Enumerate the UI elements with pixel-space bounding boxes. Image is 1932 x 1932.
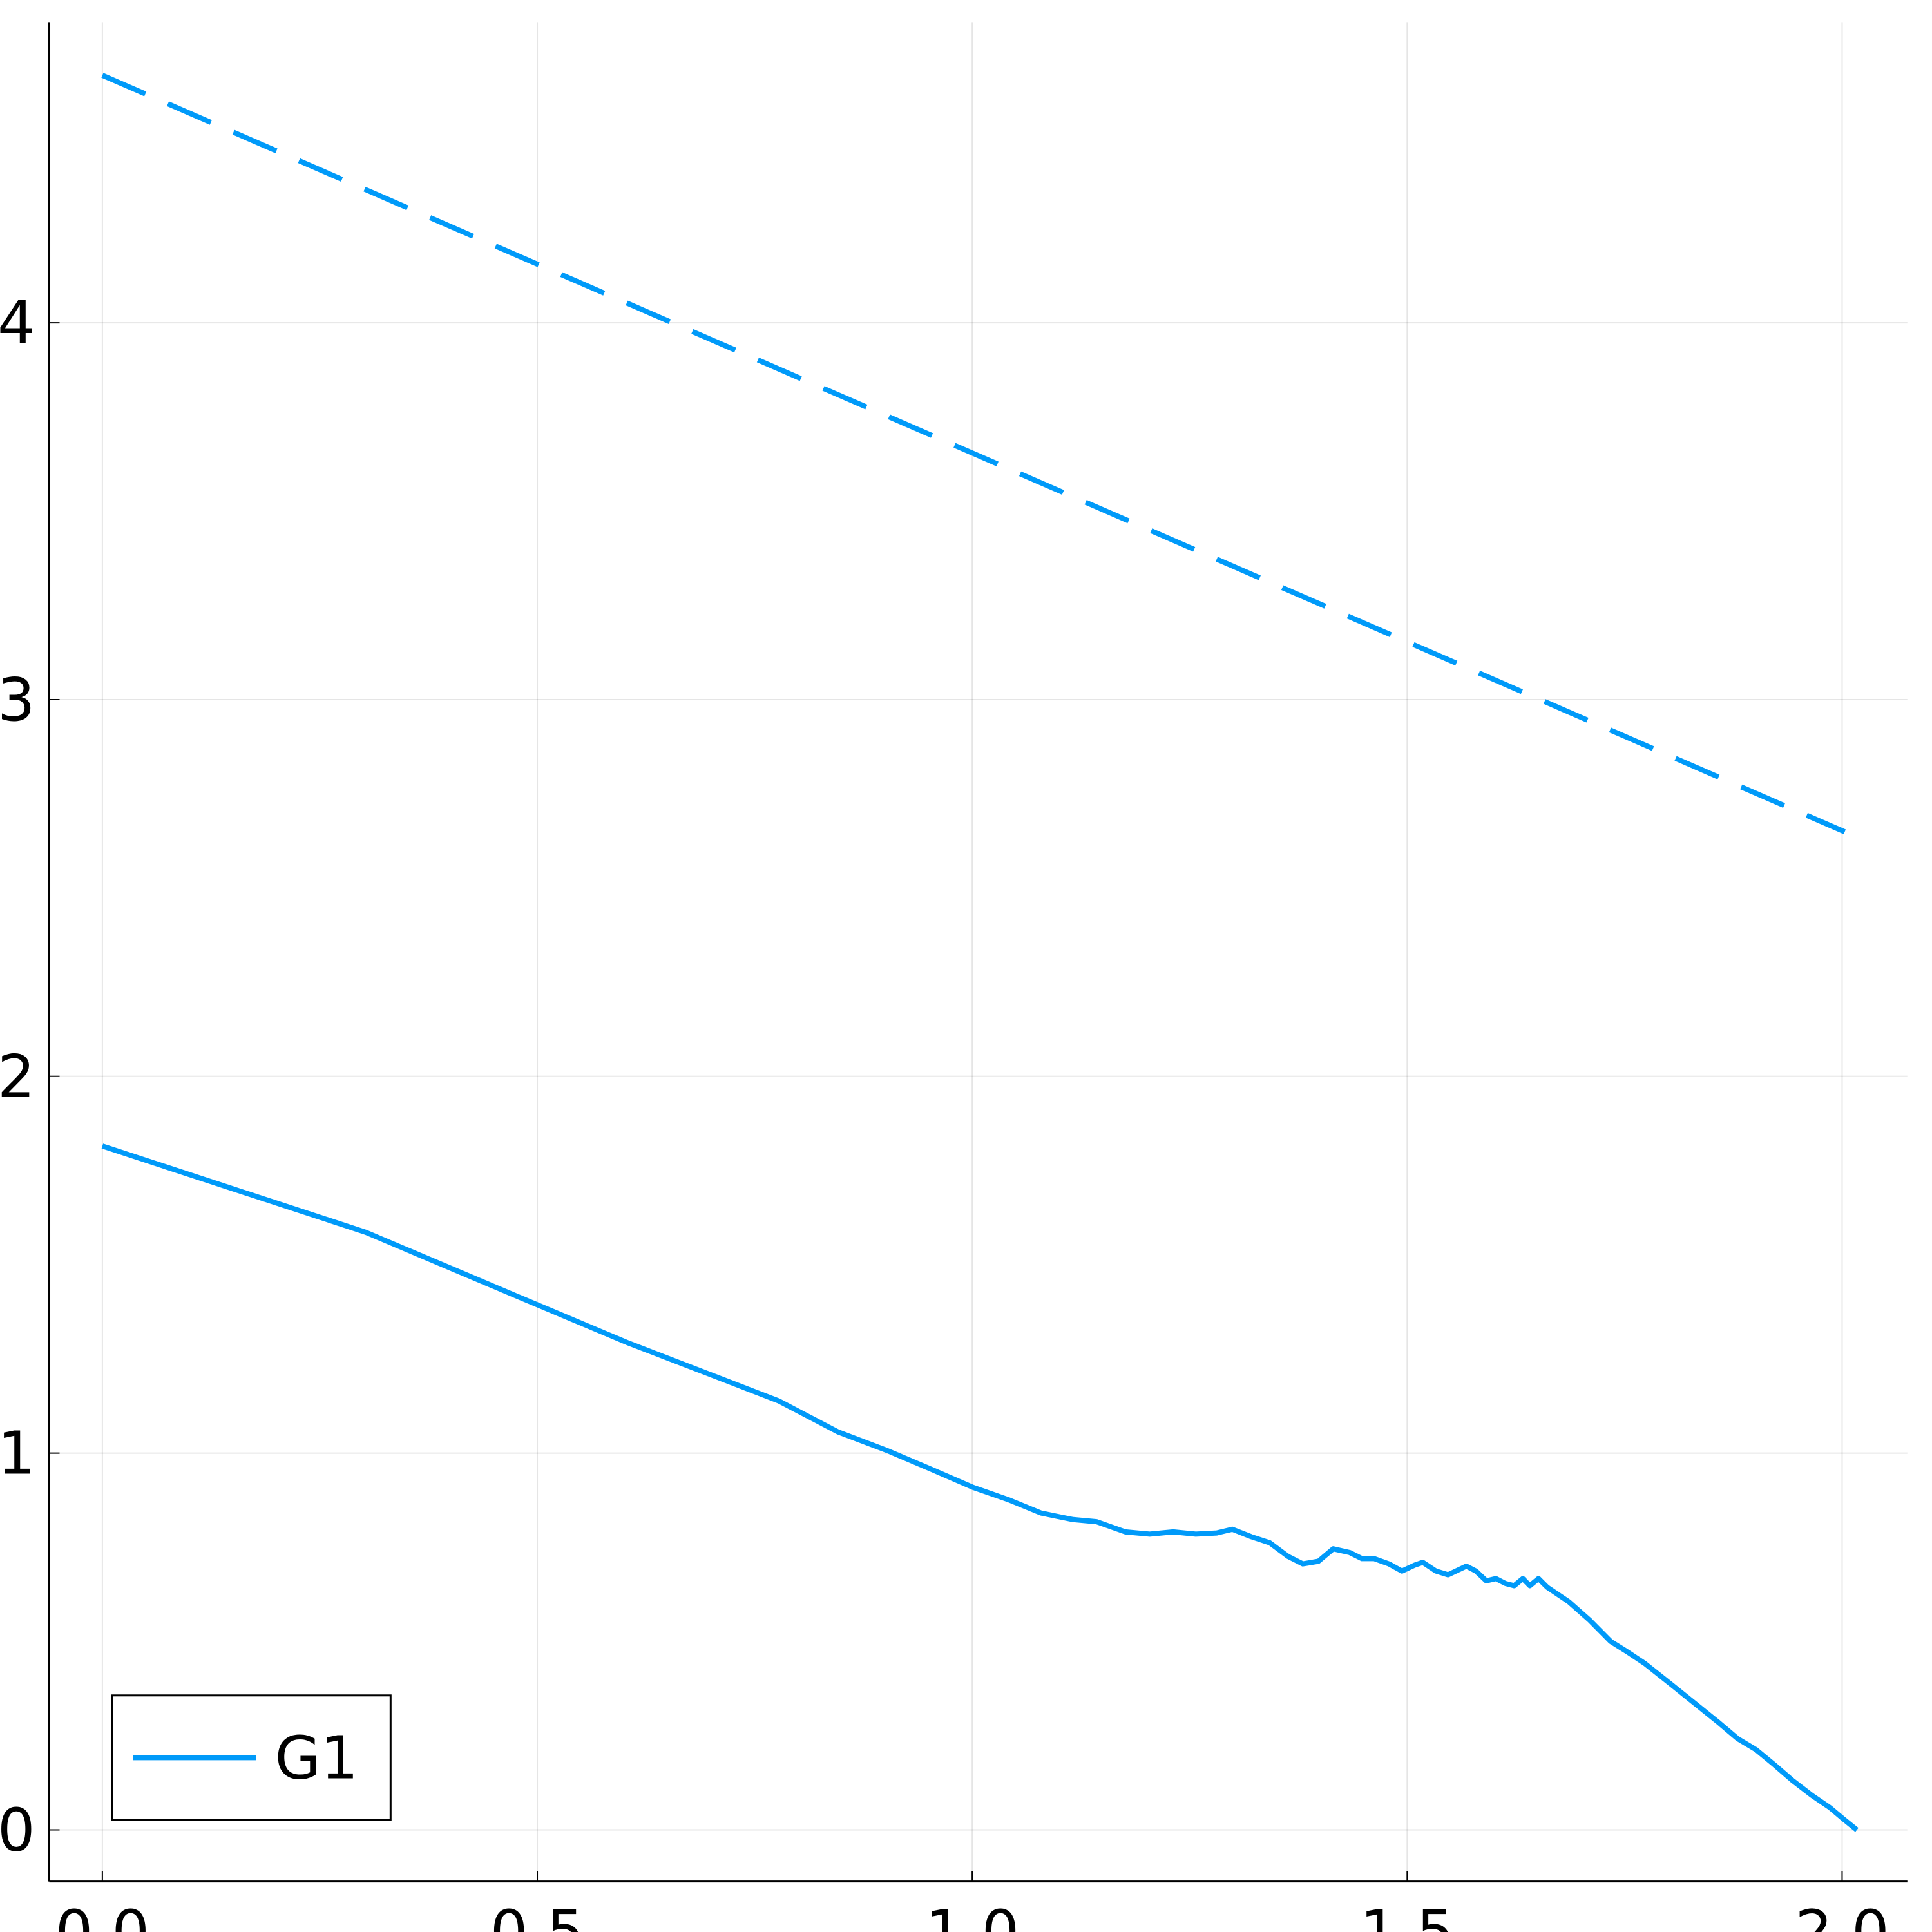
line-series — [101, 1143, 1859, 1832]
x-tick-label: 0.5 — [490, 1898, 584, 1932]
y-tick-label: 4 — [0, 289, 35, 358]
legend-label: G1 — [275, 1723, 359, 1792]
y-tick-label: 0 — [0, 1795, 35, 1864]
y-tick-label: 3 — [0, 665, 35, 734]
x-tick-label: 2.0 — [1795, 1898, 1889, 1932]
y-tick-label: 2 — [0, 1042, 35, 1111]
line-series — [101, 73, 1846, 834]
y-tick-label: 1 — [0, 1419, 35, 1488]
x-tick-label: 1.5 — [1360, 1898, 1454, 1932]
x-tick-label: 0.0 — [55, 1898, 149, 1932]
x-tick-label: 1.0 — [925, 1898, 1019, 1932]
